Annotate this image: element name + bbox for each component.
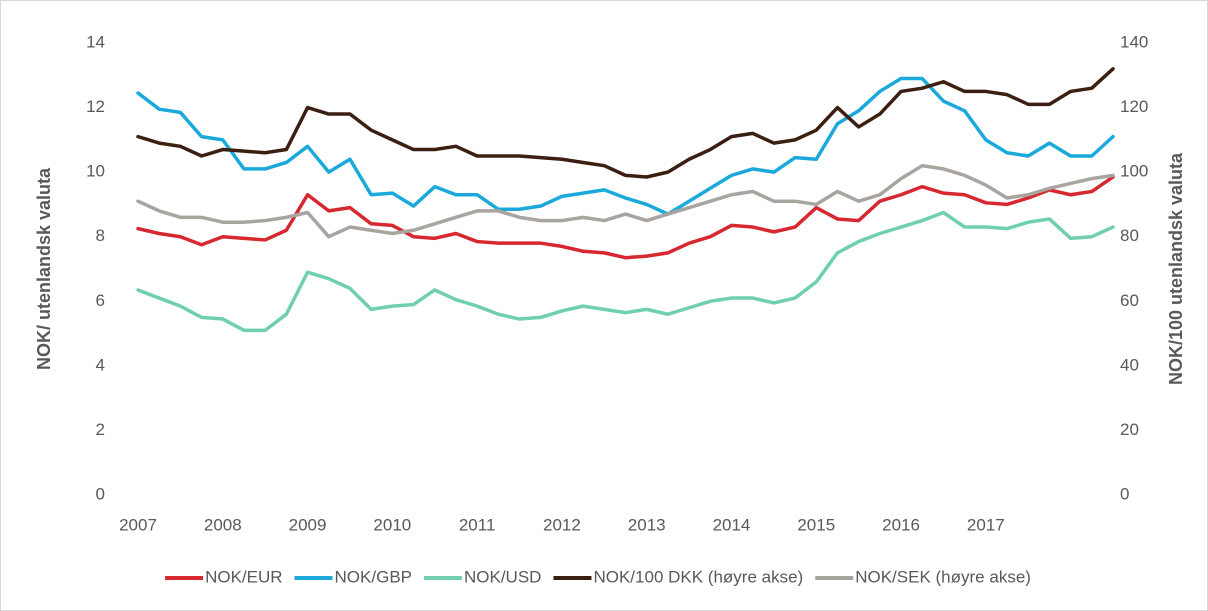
legend-label: NOK/USD: [464, 567, 541, 586]
y-tick-label: 8: [96, 226, 105, 245]
series-line: [136, 210, 1115, 333]
legend-label: NOK/SEK (høyre akse): [855, 567, 1031, 586]
x-tick-label: 2014: [713, 515, 751, 534]
y-tick-label: 4: [96, 355, 105, 374]
x-tick-label: 2010: [373, 515, 411, 534]
x-tick-label: 2009: [289, 515, 327, 534]
x-tick-label: 2013: [628, 515, 666, 534]
y2-tick-label: 100: [1120, 162, 1148, 181]
y-axis-label: NOK/ utenlandsk valuta: [34, 167, 54, 370]
y-tick-label: 6: [96, 291, 105, 310]
series-line: [136, 163, 1115, 239]
x-tick-label: 2015: [797, 515, 835, 534]
series-line: [136, 76, 1115, 216]
series-line: [136, 175, 1115, 260]
x-tick-label: 2008: [204, 515, 242, 534]
y-tick-label: 2: [96, 420, 105, 439]
legend-label: NOK/100 DKK (høyre akse): [593, 567, 803, 586]
legend-label: NOK/EUR: [205, 567, 282, 586]
x-tick-label: 2012: [543, 515, 581, 534]
y2-tick-label: 0: [1120, 484, 1129, 503]
y2-tick-label: 60: [1120, 291, 1139, 310]
y2-tick-label: 40: [1120, 355, 1139, 374]
y-tick-label: 0: [96, 484, 105, 503]
y2-tick-label: 20: [1120, 420, 1139, 439]
legend-label: NOK/GBP: [335, 567, 412, 586]
y-tick-label: 10: [86, 162, 105, 181]
series-line: [136, 67, 1115, 179]
y2-tick-label: 120: [1120, 97, 1148, 116]
y2-tick-label: 80: [1120, 226, 1139, 245]
x-tick-label: 2017: [967, 515, 1005, 534]
y-tick-label: 14: [86, 32, 105, 51]
x-tick-label: 2011: [459, 515, 496, 534]
y2-tick-label: 140: [1120, 32, 1148, 51]
x-tick-label: 2016: [882, 515, 920, 534]
y2-axis-label: NOK/100 utenlandsk valuta: [1166, 152, 1186, 385]
y-tick-label: 12: [86, 97, 105, 116]
x-tick-label: 2007: [119, 515, 157, 534]
